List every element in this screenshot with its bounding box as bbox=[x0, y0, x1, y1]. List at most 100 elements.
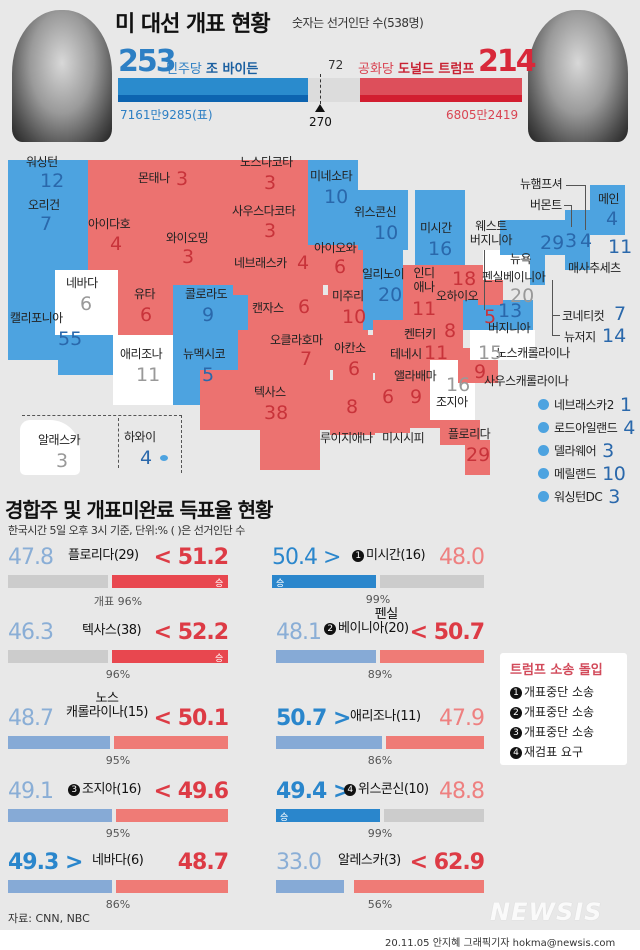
legend-item: 로드아일랜드 4 bbox=[538, 416, 635, 439]
biden-pct: 48.1 bbox=[276, 620, 322, 645]
state-idaho bbox=[88, 160, 153, 270]
ev-wyoming: 3 bbox=[182, 246, 195, 268]
legend-label: 워싱턴DC bbox=[554, 490, 603, 504]
label-oregon: 오리건 bbox=[28, 198, 60, 212]
state-texas-south bbox=[260, 430, 320, 470]
section-title: 경합주 및 개표미완료 득표율 현황 bbox=[5, 498, 273, 522]
counted-pct: 96% bbox=[105, 668, 131, 681]
trump-bar bbox=[354, 880, 484, 893]
label-tennessee: 테네시 bbox=[390, 347, 422, 361]
trump-bar bbox=[112, 575, 228, 588]
trump-pct: < 50.1 bbox=[153, 706, 229, 731]
infographic: 미 대선 개표 현황 숫자는 선거인단 수(538명) 253 민주당 조 바이… bbox=[0, 0, 640, 930]
biden-bar bbox=[272, 575, 376, 588]
state-new-jersey bbox=[530, 250, 545, 285]
label-mississippi: 미시시피 bbox=[382, 431, 425, 445]
trump-bar bbox=[384, 809, 484, 822]
badge-2-icon: 2 bbox=[324, 622, 336, 635]
biden-party: 민주당 bbox=[166, 62, 202, 77]
state-kansas bbox=[248, 295, 328, 330]
lawsuit-item: 1 개표중단 소송 bbox=[510, 683, 594, 700]
ev-north-dakota: 3 bbox=[264, 172, 277, 194]
ev-mississippi: 6 bbox=[382, 386, 395, 408]
state-name: 애리조나(11) bbox=[350, 709, 421, 724]
trump-bar bbox=[386, 736, 484, 749]
label-new-jersey: 뉴저지 bbox=[564, 330, 596, 344]
lawsuit-box: 트럼프 소송 돌입 1 개표중단 소송 2 개표중단 소송 3 개표중단 소송 4 재검… bbox=[500, 653, 627, 765]
label-montana: 몬태나 bbox=[138, 171, 170, 185]
ev-massachusetts: 11 bbox=[608, 236, 633, 258]
biden-bar bbox=[8, 650, 108, 663]
state-iowa bbox=[308, 245, 363, 285]
label-south-dakota: 사우스다코타 bbox=[232, 204, 296, 218]
biden-pct: 50.4 > bbox=[272, 545, 341, 570]
label-kentucky: 켄터키 bbox=[404, 327, 436, 341]
small-states-legend: 네브래스카2 1 로드아일랜드 4 델라웨어 3 메릴랜드 10 워싱턴DC 3 bbox=[538, 393, 635, 508]
state-california bbox=[8, 270, 58, 360]
ev-texas: 38 bbox=[264, 402, 289, 424]
label-south-carolina: 사우스캐롤라이나 bbox=[484, 374, 569, 388]
biden-pct: 33.0 bbox=[276, 850, 322, 875]
legend-ev: 3 bbox=[608, 485, 620, 508]
ev-north-carolina: 15 bbox=[478, 342, 503, 364]
threshold-line bbox=[320, 74, 321, 104]
ev-kentucky: 8 bbox=[444, 320, 457, 342]
page-subtitle: 숫자는 선거인단 수(538명) bbox=[292, 16, 424, 30]
state-name: 펜실 2 베이니아(20) bbox=[324, 608, 409, 635]
biden-bar bbox=[276, 736, 382, 749]
label-maine: 메인 bbox=[598, 192, 620, 206]
label-iowa: 아이오와 bbox=[314, 241, 357, 255]
ev-south-dakota: 3 bbox=[264, 220, 277, 242]
label-georgia: 조지아 bbox=[436, 395, 468, 409]
blue-dot-icon bbox=[538, 399, 549, 410]
state-oklahoma bbox=[238, 330, 333, 370]
biden-label: 민주당 조 바이든 bbox=[166, 58, 258, 77]
race-georgia: 49.1 3 조지아(16) < 49.6 95% bbox=[8, 781, 229, 861]
state-north-carolina bbox=[470, 330, 535, 360]
trump-party: 공화당 bbox=[358, 62, 394, 77]
state-wyoming bbox=[153, 225, 233, 285]
ev-minnesota: 10 bbox=[324, 186, 349, 208]
label-utah: 유타 bbox=[134, 287, 156, 301]
ev-south-carolina: 9 bbox=[474, 361, 487, 383]
blue-dot-icon bbox=[538, 422, 549, 433]
inset-border bbox=[22, 415, 182, 416]
trump-bar bbox=[114, 736, 228, 749]
leader-line bbox=[552, 316, 560, 336]
badge-4-icon: 4 bbox=[344, 784, 356, 796]
biden-bar bbox=[8, 809, 112, 822]
win-label: 승 bbox=[280, 813, 289, 823]
trump-pct: < 62.9 bbox=[409, 850, 485, 875]
label-north-carolina: 노스캐롤라이나 bbox=[496, 346, 570, 360]
ev-florida: 29 bbox=[466, 444, 491, 466]
label-pennsylvania: 펜실베이니아 bbox=[482, 270, 546, 284]
legend-item: 델라웨어 3 bbox=[538, 439, 635, 462]
trump-portrait bbox=[528, 10, 628, 142]
label-ohio: 오하이오 bbox=[436, 289, 479, 303]
ev-missouri: 10 bbox=[342, 306, 367, 328]
legend-ev: 3 bbox=[602, 439, 614, 462]
label-indiana: 인디 애나 bbox=[413, 266, 435, 294]
label-missouri: 미주리 bbox=[332, 289, 364, 303]
ev-oklahoma: 7 bbox=[300, 348, 313, 370]
biden-electoral-votes: 253 bbox=[118, 44, 177, 79]
biden-bar bbox=[276, 880, 344, 893]
label-hawaii: 하와이 bbox=[124, 430, 156, 444]
badge-1-icon: 1 bbox=[510, 687, 522, 699]
blue-dot-icon bbox=[538, 491, 549, 502]
inset-divider bbox=[181, 415, 182, 473]
trump-pct: 48.7 bbox=[177, 850, 229, 875]
blue-dot-icon bbox=[538, 445, 549, 456]
ev-arkansas: 6 bbox=[348, 358, 361, 380]
ev-michigan: 16 bbox=[428, 238, 453, 260]
biden-name: 조 바이든 bbox=[206, 62, 259, 77]
lawsuit-item: 4 재검표 요구 bbox=[510, 743, 583, 760]
state-name: 1 미시간(16) bbox=[352, 549, 426, 563]
ev-new-jersey: 14 bbox=[602, 325, 627, 347]
label-texas: 텍사스 bbox=[254, 385, 286, 399]
label-illinois: 일리노이 bbox=[362, 267, 405, 281]
state-south-dakota bbox=[233, 210, 308, 260]
lawsuit-item: 3 개표중단 소송 bbox=[510, 723, 594, 740]
state-wisconsin bbox=[358, 190, 408, 250]
newsis-logo: NEWSIS bbox=[490, 898, 603, 926]
